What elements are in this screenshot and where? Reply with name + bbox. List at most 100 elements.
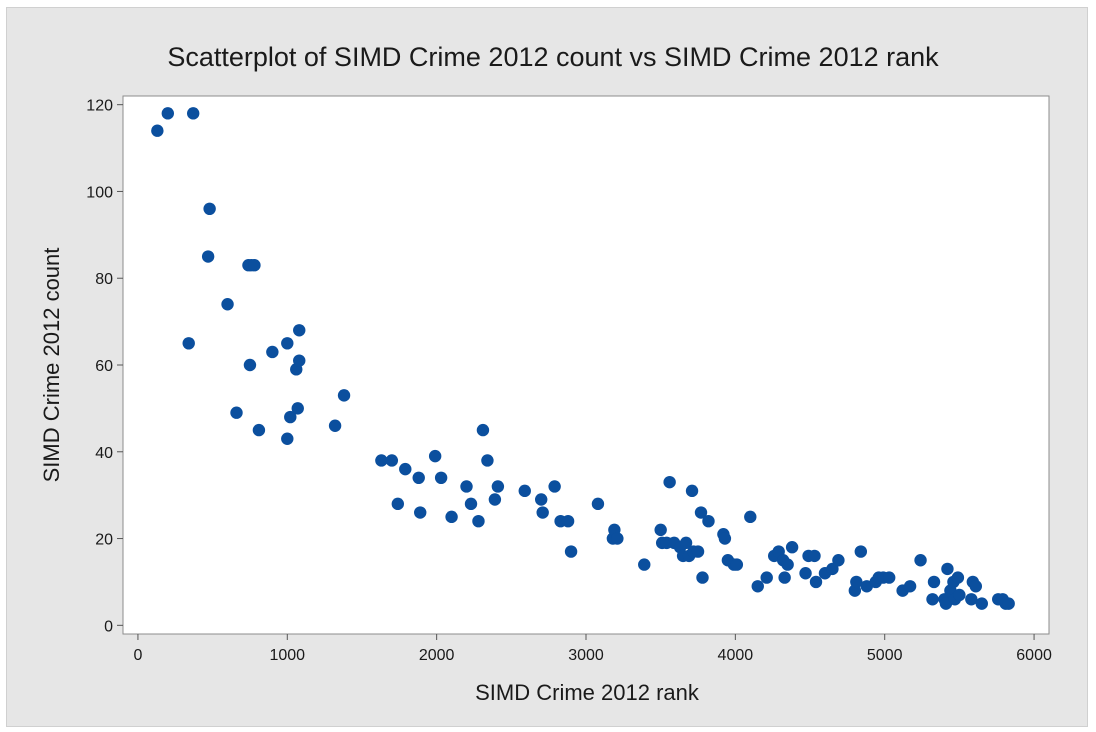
scatter-point	[243, 358, 257, 372]
scatter-point	[536, 506, 549, 519]
scatter-point	[691, 545, 705, 558]
scatter-point	[293, 354, 306, 367]
scatter-point	[663, 475, 676, 489]
scatter-point	[412, 471, 425, 485]
x-tick-label: 1000	[269, 647, 305, 664]
axis-ticks: 0 1000 2000 3000 4000 5000 6000 0 20 40 60 80 100 120	[86, 98, 1052, 664]
scatter-point	[809, 575, 823, 589]
y-tick-label: 0	[104, 618, 113, 635]
x-tick-label: 0	[133, 647, 142, 664]
scatter-point	[182, 337, 195, 350]
scatter-point	[230, 406, 243, 419]
scatter-point	[730, 558, 744, 571]
plot-area	[122, 95, 1050, 635]
scatter-point	[151, 124, 164, 137]
scatter-point	[399, 462, 412, 476]
x-tick-label: 2000	[419, 647, 455, 664]
scatter-point	[781, 558, 794, 571]
scatter-point	[385, 454, 399, 467]
scatter-point	[826, 562, 839, 576]
scatter-point	[702, 514, 715, 528]
scatter-point	[685, 484, 699, 498]
scatter-chart: Scatterplot of SIMD Crime 2012 count vs …	[39, 42, 1052, 705]
y-tick-label: 60	[95, 358, 113, 375]
scatter-point	[561, 514, 575, 528]
scatter-point	[965, 593, 978, 606]
x-tick-label: 5000	[867, 647, 903, 664]
scatter-point	[491, 480, 505, 493]
y-tick-label: 100	[86, 184, 113, 201]
scatter-point	[266, 345, 279, 359]
scatter-point	[953, 588, 966, 602]
y-tick-label: 20	[95, 532, 113, 549]
scatter-point	[850, 575, 863, 589]
scatter-point	[434, 471, 448, 485]
scatter-point	[445, 510, 458, 524]
scatter-point	[926, 593, 939, 606]
scatter-point	[785, 541, 799, 554]
scatter-point	[760, 571, 773, 584]
y-tick-label: 40	[95, 445, 113, 462]
scatter-point	[854, 545, 868, 558]
scatter-point	[534, 493, 548, 506]
y-tick-label: 120	[86, 98, 113, 115]
x-tick-label: 6000	[1016, 647, 1052, 664]
scatter-point	[337, 389, 351, 402]
scatter-point	[291, 402, 304, 415]
scatter-point	[391, 497, 405, 511]
scatter-point	[751, 580, 764, 593]
scatter-point	[248, 259, 261, 272]
scatter-point	[252, 423, 266, 437]
scatter-point	[328, 419, 342, 432]
scatter-point	[281, 337, 294, 350]
scatter-point	[284, 410, 297, 424]
scatter-point	[293, 324, 306, 337]
scatter-point	[548, 480, 561, 493]
chart-title: Scatterplot of SIMD Crime 2012 count vs …	[167, 42, 939, 72]
scatter-point	[476, 423, 490, 437]
scatter-point	[203, 202, 216, 216]
scatter-point	[694, 506, 708, 519]
scatter-point	[882, 571, 896, 584]
scatter-point	[951, 571, 965, 584]
scatter-point	[611, 532, 624, 545]
scatter-point	[832, 554, 845, 567]
scatter-point	[679, 536, 693, 550]
scatter-point	[428, 449, 442, 463]
scatter-point	[927, 575, 941, 589]
scatter-point	[518, 484, 531, 498]
scatter-point	[808, 549, 821, 563]
scatter-point	[778, 571, 791, 584]
scatter-point	[914, 554, 927, 567]
scatter-point	[564, 545, 578, 558]
scatter-point	[460, 480, 473, 493]
scatter-point	[201, 250, 215, 263]
scatter-point	[221, 298, 234, 311]
scatter-point	[481, 454, 494, 467]
scatter-point	[975, 597, 988, 610]
scatter-point	[799, 567, 812, 580]
scatter-point	[718, 532, 732, 545]
data-points	[151, 107, 1015, 610]
scatter-point	[488, 493, 502, 506]
scatter-point	[161, 107, 175, 120]
y-axis-label: SIMD Crime 2012 count	[39, 248, 64, 483]
scatter-point	[903, 580, 917, 593]
x-axis-label: SIMD Crime 2012 rank	[475, 680, 700, 705]
scatter-point	[638, 558, 651, 571]
scatter-point	[654, 523, 667, 537]
scatter-point	[1002, 597, 1015, 610]
scatter-point	[472, 514, 485, 528]
scatter-point	[186, 107, 200, 120]
scatter-point	[696, 571, 709, 584]
scatter-point	[969, 580, 983, 593]
scatter-point	[281, 432, 294, 445]
x-tick-label: 4000	[718, 647, 754, 664]
x-tick-label: 3000	[568, 647, 604, 664]
scatter-point	[591, 497, 605, 511]
scatter-point	[464, 497, 478, 511]
scatter-point	[941, 562, 954, 576]
y-tick-label: 80	[95, 271, 113, 288]
chart-figure: Scatterplot of SIMD Crime 2012 count vs …	[6, 7, 1088, 727]
scatter-point	[375, 454, 388, 467]
